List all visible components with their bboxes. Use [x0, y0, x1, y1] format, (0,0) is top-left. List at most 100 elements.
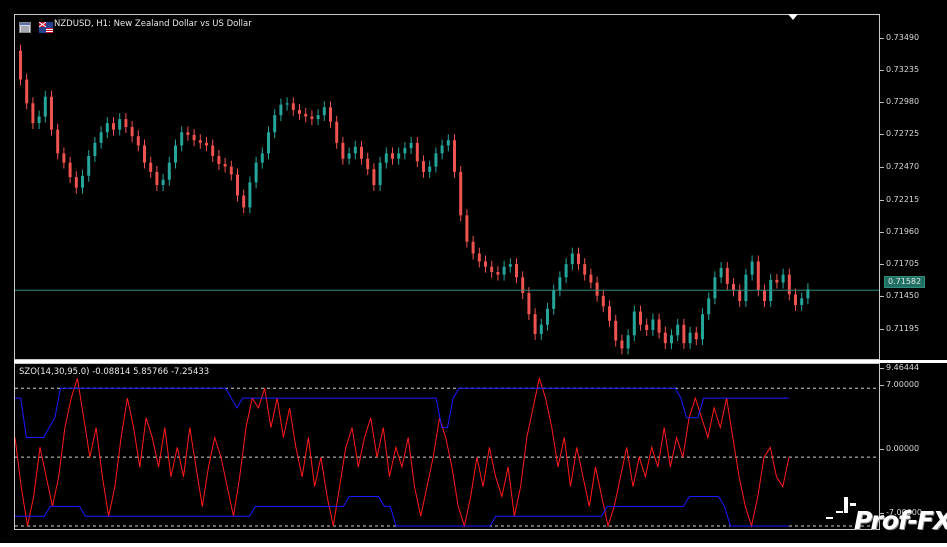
price-tick: 0.71450	[886, 291, 920, 300]
candle-body	[130, 127, 134, 137]
chart-icons	[19, 18, 54, 37]
indicator-tick: 7.00000	[886, 380, 920, 389]
candle-body	[180, 132, 184, 146]
chart-window-icon[interactable]	[19, 18, 31, 33]
candle-body	[279, 104, 283, 116]
candle-body	[626, 335, 630, 349]
price-chart-panel[interactable]	[14, 14, 880, 360]
logo-chart-icon	[826, 497, 856, 519]
candle-body	[800, 298, 804, 305]
candle-body	[93, 142, 97, 157]
flag-icon[interactable]	[38, 18, 54, 33]
candle-body	[205, 142, 208, 146]
candle-body	[595, 282, 599, 296]
candle-body	[639, 311, 642, 325]
candle-body	[688, 332, 692, 344]
price-tickmark	[880, 200, 884, 201]
candle-body	[248, 182, 252, 208]
candle-body	[508, 264, 512, 267]
candle-body	[775, 279, 779, 283]
candle-body	[422, 161, 425, 172]
candle-body	[577, 253, 580, 265]
candle-body	[43, 96, 47, 117]
candle-body	[378, 162, 382, 186]
candle-body	[527, 293, 531, 315]
candle-body	[546, 308, 549, 325]
candle-body	[347, 153, 351, 159]
candle-body	[781, 274, 785, 283]
candle-body	[676, 324, 680, 336]
candle-body	[589, 274, 593, 283]
price-axis[interactable]: 0.73490 0.73235 0.72980 0.72725 0.72470 …	[880, 14, 947, 360]
candle-body	[223, 163, 227, 167]
indicator-label: SZO(14,30,95.0) -0.08814 5.85766 -7.2543…	[19, 367, 210, 377]
candle-body	[192, 134, 196, 141]
candle-body	[136, 136, 140, 146]
candle-body	[217, 156, 221, 164]
candle-body	[105, 123, 109, 133]
candle-body	[806, 289, 810, 299]
candle-body	[211, 145, 215, 157]
candle-body	[415, 142, 419, 162]
price-tickmark	[880, 70, 884, 71]
candle-body	[409, 142, 413, 149]
candle-body	[37, 116, 41, 124]
candle-body	[298, 109, 301, 114]
candle-body	[651, 319, 655, 331]
candle-body	[465, 215, 469, 242]
price-tickmark	[880, 296, 884, 297]
candle-body	[341, 142, 345, 159]
bottom-strip	[0, 530, 947, 543]
price-tickmark	[880, 167, 884, 168]
price-tickmark	[880, 134, 884, 135]
indicator-tick: 0.00000	[886, 444, 920, 453]
price-tick: 0.71960	[886, 227, 920, 236]
candle-body	[632, 311, 636, 336]
logo-text: Prof-FX	[854, 506, 947, 535]
indicator-axis[interactable]: 9.46444 7.00000 0.00000 -7.00000	[880, 363, 947, 530]
indicator-tickmark	[880, 449, 884, 450]
candle-body	[167, 162, 171, 180]
candle-body	[366, 158, 370, 170]
candle-body	[112, 123, 115, 130]
candle-body	[316, 115, 320, 120]
candle-body	[353, 146, 357, 154]
candle-body	[515, 264, 518, 278]
candle-body	[552, 290, 556, 309]
candle-body	[787, 274, 791, 295]
current-price-label: 0.71582	[884, 276, 926, 288]
price-tick: 0.72725	[886, 129, 920, 138]
candle-body	[149, 162, 153, 172]
left-strip	[0, 0, 14, 543]
indicator-tickmark	[880, 368, 884, 369]
candle-body	[583, 264, 587, 275]
candle-body	[391, 153, 394, 159]
indicator-chart-svg	[15, 376, 879, 528]
price-tick: 0.71195	[886, 324, 920, 333]
candle-body	[738, 290, 742, 302]
price-tickmark	[880, 329, 884, 330]
candle-body	[713, 277, 717, 299]
price-tickmark	[880, 232, 884, 233]
candle-body	[756, 261, 760, 291]
candle-body	[56, 129, 60, 154]
candle-body	[707, 298, 711, 315]
candle-body	[428, 166, 432, 172]
price-tick: 0.72215	[886, 195, 920, 204]
lower-band-line	[15, 496, 789, 527]
indicator-panel[interactable]	[14, 363, 880, 530]
price-tickmark	[880, 38, 884, 39]
candle-body	[273, 115, 277, 133]
candle-body	[477, 253, 481, 262]
candle-body	[725, 268, 729, 284]
chart-shift-marker[interactable]	[788, 14, 798, 20]
candle-body	[744, 274, 748, 302]
candle-body	[794, 294, 797, 305]
candle-body	[570, 253, 574, 265]
candle-body	[645, 324, 649, 331]
candle-body	[118, 119, 122, 130]
candle-body	[682, 324, 686, 344]
candle-body	[285, 103, 289, 105]
candle-body	[521, 277, 525, 294]
candle-body	[620, 340, 624, 349]
